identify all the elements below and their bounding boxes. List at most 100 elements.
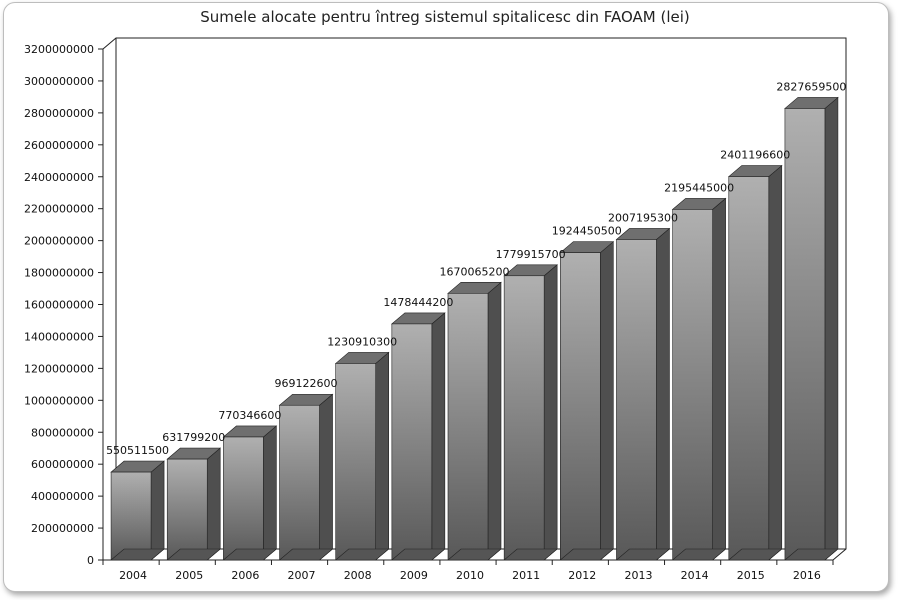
bar bbox=[503, 264, 558, 561]
bar-base bbox=[391, 548, 446, 561]
bar-front bbox=[447, 293, 489, 561]
x-tick-label: 2012 bbox=[568, 569, 596, 582]
bar-base bbox=[334, 548, 390, 561]
x-tick-label: 2005 bbox=[175, 569, 203, 582]
data-label: 1478444200 bbox=[383, 296, 453, 309]
y-tick-label: 3000000000 bbox=[24, 75, 94, 88]
x-tick-label: 2011 bbox=[512, 569, 540, 582]
bar bbox=[671, 197, 727, 561]
y-tick-label: 2400000000 bbox=[24, 171, 94, 184]
x-tick-label: 2016 bbox=[793, 569, 821, 582]
axes: 0 200000000 400000000 600000000 800000000 100… bbox=[24, 37, 847, 582]
data-label: 550511500 bbox=[106, 444, 169, 457]
bar-side bbox=[487, 281, 502, 561]
bar bbox=[278, 393, 334, 561]
bar-front bbox=[784, 108, 826, 561]
bar bbox=[391, 312, 446, 561]
data-label: 631799200 bbox=[162, 431, 225, 444]
x-tick-label: 2006 bbox=[231, 569, 259, 582]
data-label: 1924450500 bbox=[552, 225, 622, 238]
bar-base bbox=[222, 548, 278, 561]
bar-side bbox=[431, 312, 446, 561]
data-label: 1779915700 bbox=[496, 248, 566, 261]
bar-base bbox=[278, 548, 334, 561]
bar bbox=[334, 351, 390, 561]
bar-front bbox=[672, 209, 713, 561]
bar-side bbox=[712, 197, 726, 561]
data-label: 1230910300 bbox=[327, 335, 397, 348]
bar-front bbox=[166, 458, 208, 561]
bar-base bbox=[671, 548, 727, 561]
bar-side bbox=[768, 164, 783, 561]
chart-title: Sumele alocate pentru întreg sistemul sp… bbox=[200, 8, 690, 26]
bar-front bbox=[560, 252, 601, 561]
bar bbox=[559, 241, 615, 561]
bar-front bbox=[335, 363, 376, 561]
bar-base bbox=[110, 548, 165, 561]
bar-side bbox=[150, 460, 165, 561]
data-label: 2401196600 bbox=[720, 149, 790, 162]
y-tick-label: 800000000 bbox=[31, 426, 94, 439]
y-tick-label: 2600000000 bbox=[24, 139, 94, 152]
bar-front bbox=[223, 436, 264, 561]
bars bbox=[110, 96, 839, 561]
bar-side bbox=[375, 351, 389, 561]
bar-base bbox=[503, 548, 558, 561]
y-tick-label: 1200000000 bbox=[24, 362, 94, 375]
data-label: 1670065200 bbox=[440, 265, 510, 278]
x-tick-label: 2010 bbox=[456, 569, 484, 582]
bar-front bbox=[391, 323, 433, 561]
y-tick-label: 0 bbox=[87, 554, 94, 567]
data-label: 2827659500 bbox=[776, 80, 846, 93]
bar bbox=[615, 227, 671, 561]
data-label: 969122600 bbox=[275, 377, 338, 390]
data-label: 2007195300 bbox=[608, 211, 678, 224]
data-label: 770346600 bbox=[218, 409, 281, 422]
y-tick-label: 1800000000 bbox=[24, 267, 94, 280]
y-tick-label: 1000000000 bbox=[24, 394, 94, 407]
bar-base bbox=[784, 548, 839, 561]
bar-side bbox=[824, 96, 839, 561]
bar bbox=[110, 460, 165, 561]
y-tick-label: 2000000000 bbox=[24, 235, 94, 248]
bar-front bbox=[110, 471, 152, 561]
bar-side bbox=[319, 393, 333, 561]
bar-side bbox=[656, 227, 670, 561]
bar bbox=[727, 164, 783, 561]
x-tick-label: 2009 bbox=[400, 569, 428, 582]
y-tick-label: 400000000 bbox=[31, 490, 94, 503]
bar-side bbox=[263, 425, 277, 561]
y-tick-label: 1600000000 bbox=[24, 299, 94, 312]
bar-side bbox=[543, 264, 558, 561]
bar-base bbox=[559, 548, 615, 561]
data-label: 2195445000 bbox=[664, 181, 734, 194]
bar-front bbox=[279, 404, 320, 561]
y-tick-label: 3200000000 bbox=[24, 43, 94, 56]
bar bbox=[447, 281, 502, 561]
bar bbox=[166, 447, 222, 561]
bar-front bbox=[616, 239, 657, 561]
bar-base bbox=[727, 548, 783, 561]
bar-front bbox=[503, 275, 545, 561]
x-tick-label: 2004 bbox=[119, 569, 147, 582]
x-tick-label: 2007 bbox=[288, 569, 316, 582]
y-tick-label: 2800000000 bbox=[24, 107, 94, 120]
bar bbox=[784, 96, 839, 561]
y-tick-label: 1400000000 bbox=[24, 330, 94, 343]
y-tick-label: 2200000000 bbox=[24, 203, 94, 216]
bar-side bbox=[206, 447, 221, 561]
x-tick-label: 2014 bbox=[681, 569, 709, 582]
x-tick-label: 2008 bbox=[344, 569, 372, 582]
bar-front bbox=[728, 176, 770, 561]
bar-side bbox=[600, 241, 614, 561]
y-tick-label: 200000000 bbox=[31, 522, 94, 535]
x-tick-label: 2015 bbox=[737, 569, 765, 582]
y-tick-label: 600000000 bbox=[31, 458, 94, 471]
bar bbox=[222, 425, 278, 561]
bar-base bbox=[447, 548, 502, 561]
bar-base bbox=[166, 548, 222, 561]
bar-base bbox=[615, 548, 671, 561]
x-tick-label: 2013 bbox=[624, 569, 652, 582]
